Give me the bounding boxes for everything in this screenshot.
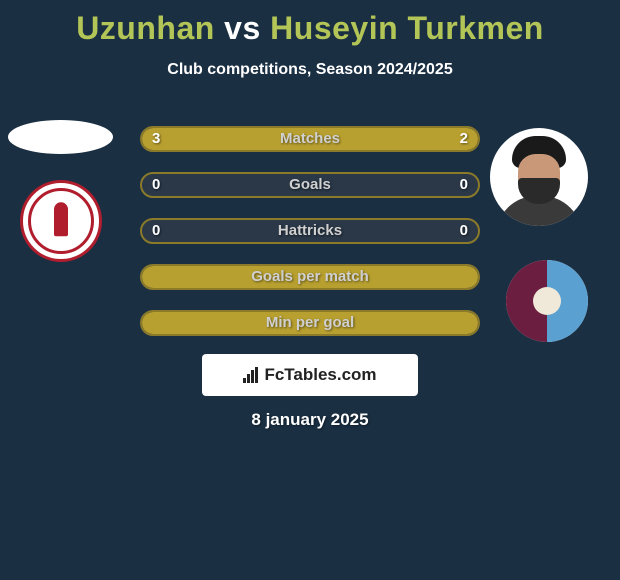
- player1-name: Uzunhan: [76, 10, 215, 46]
- stat-row: Min per goal: [140, 310, 480, 336]
- comparison-title: Uzunhan vs Huseyin Turkmen: [0, 0, 620, 47]
- stat-row: 00Goals: [140, 172, 480, 198]
- vs-separator: vs: [224, 10, 261, 46]
- stat-row: 32Matches: [140, 126, 480, 152]
- player2-name: Huseyin Turkmen: [270, 10, 544, 46]
- brand-badge: FcTables.com: [202, 354, 418, 396]
- brand-text: FcTables.com: [264, 365, 376, 385]
- stat-label: Goals per match: [142, 266, 478, 288]
- stat-label: Goals: [142, 174, 478, 196]
- player2-photo: [490, 128, 588, 226]
- player2-club-badge: [506, 260, 588, 342]
- player1-photo: [8, 120, 113, 154]
- stats-bars: 32Matches 00Goals 00Hattricks Goals per mat…: [140, 126, 480, 356]
- stat-label: Hattricks: [142, 220, 478, 242]
- stat-label: Matches: [142, 128, 478, 150]
- stat-row: Goals per match: [140, 264, 480, 290]
- stat-label: Min per goal: [142, 312, 478, 334]
- subtitle: Club competitions, Season 2024/2025: [0, 61, 620, 79]
- stat-row: 00Hattricks: [140, 218, 480, 244]
- bar-chart-icon: [243, 367, 258, 383]
- date: 8 january 2025: [0, 410, 620, 430]
- player1-club-badge: [20, 180, 102, 262]
